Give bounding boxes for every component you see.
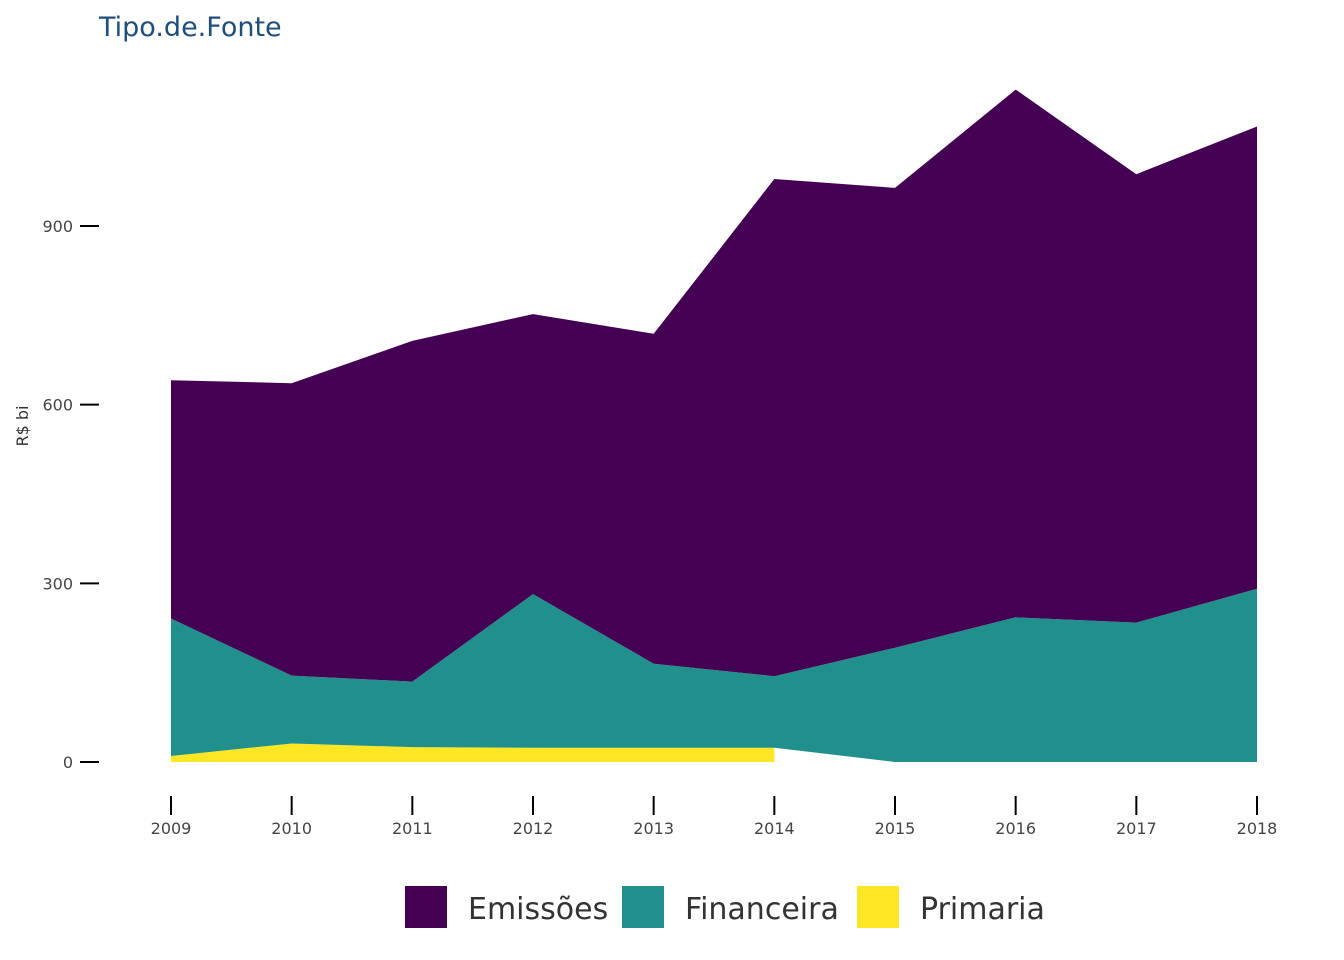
area-layers (171, 89, 1257, 762)
legend-swatch (857, 886, 899, 928)
legend: Emissões Financeira Primaria (405, 886, 1045, 928)
x-tick-label: 2012 (513, 819, 554, 838)
x-tick-label: 2017 (1116, 819, 1157, 838)
y-axis-label: R$ bi (13, 406, 32, 447)
x-tick-label: 2013 (633, 819, 674, 838)
legend-swatch (622, 886, 664, 928)
legend-swatch (405, 886, 447, 928)
y-tick-label: 0 (63, 753, 73, 772)
area-primaria (171, 743, 775, 762)
legend-label: Primaria (920, 892, 1045, 927)
area-emissoes (171, 89, 1257, 682)
x-axis: 2009 2010 2011 2012 2013 2014 2015 2016 2017 2018 (151, 796, 1278, 838)
legend-label: Financeira (685, 892, 839, 927)
x-tick-label: 2014 (754, 819, 795, 838)
chart-title: Tipo.de.Fonte (98, 12, 282, 43)
y-tick-label: 900 (42, 217, 73, 236)
x-tick-label: 2018 (1237, 819, 1278, 838)
y-tick-label: 600 (42, 396, 73, 415)
y-axis: 0 300 600 900 (42, 217, 99, 772)
x-tick-label: 2015 (875, 819, 916, 838)
x-tick-label: 2011 (392, 819, 433, 838)
x-tick-label: 2009 (151, 819, 192, 838)
x-tick-label: 2010 (271, 819, 312, 838)
x-tick-label: 2016 (995, 819, 1036, 838)
y-tick-label: 300 (42, 574, 73, 593)
legend-label: Emissões (468, 892, 608, 927)
area-financeira (171, 588, 1257, 762)
